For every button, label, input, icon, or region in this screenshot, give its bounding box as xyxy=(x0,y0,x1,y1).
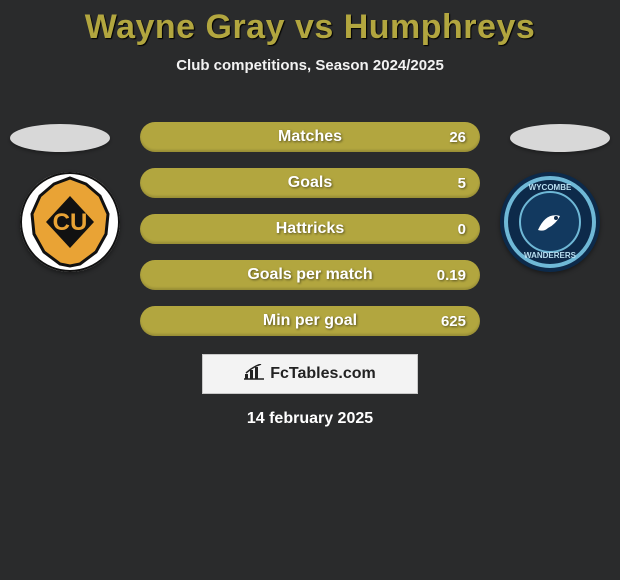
brand-label: FcTables.com xyxy=(270,365,376,383)
stat-label: Goals per match xyxy=(247,266,372,284)
stat-label: Goals xyxy=(288,174,332,192)
stat-value: 625 xyxy=(441,313,466,330)
player-left-placeholder xyxy=(10,124,110,152)
player-right-placeholder xyxy=(510,124,610,152)
comparison-card: Wayne Gray vs Humphreys Club competition… xyxy=(0,0,620,580)
stat-label: Hattricks xyxy=(276,220,344,238)
stat-value: 0 xyxy=(458,221,466,238)
left-crest-initials: CU xyxy=(53,209,88,236)
stat-bar-goals-per-match: Goals per match 0.19 xyxy=(140,260,480,290)
left-club-crest: CU xyxy=(20,172,120,272)
stat-bar-hattricks: Hattricks 0 xyxy=(140,214,480,244)
chart-icon xyxy=(244,364,264,385)
svg-text:WYCOMBE: WYCOMBE xyxy=(529,183,572,192)
page-title: Wayne Gray vs Humphreys xyxy=(0,0,620,47)
svg-text:WANDERERS: WANDERERS xyxy=(524,251,577,260)
stat-label: Min per goal xyxy=(263,312,357,330)
stat-value: 5 xyxy=(458,175,466,192)
stat-value: 26 xyxy=(449,129,466,146)
stat-label: Matches xyxy=(278,128,342,146)
right-club-crest: WANDERERS WYCOMBE xyxy=(500,172,600,272)
stat-bar-matches: Matches 26 xyxy=(140,122,480,152)
stat-value: 0.19 xyxy=(437,267,466,284)
brand-badge[interactable]: FcTables.com xyxy=(202,354,418,394)
stat-bar-goals: Goals 5 xyxy=(140,168,480,198)
stat-bar-min-per-goal: Min per goal 625 xyxy=(140,306,480,336)
subtitle: Club competitions, Season 2024/2025 xyxy=(0,57,620,74)
stats-list: Matches 26 Goals 5 Hattricks 0 Goals per… xyxy=(140,122,480,352)
date-text: 14 february 2025 xyxy=(0,410,620,428)
